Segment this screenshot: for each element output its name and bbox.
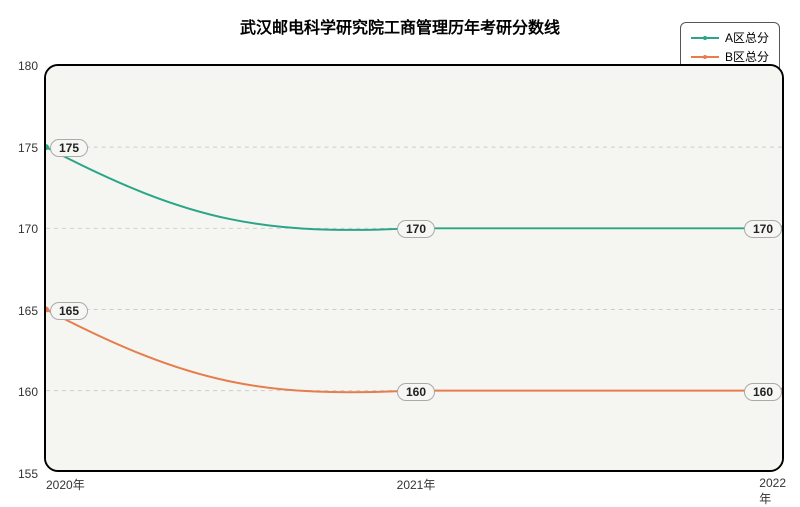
data-point-label: 175 <box>50 139 88 157</box>
legend-label-a: A区总分 <box>725 29 769 46</box>
y-tick-label: 165 <box>18 304 46 318</box>
y-tick-label: 155 <box>18 467 46 481</box>
y-tick-label: 175 <box>18 141 46 155</box>
data-point-label: 165 <box>50 302 88 320</box>
data-point-label: 160 <box>397 383 435 401</box>
legend-item-a: A区总分 <box>691 29 769 46</box>
plot-area: 1551601651701751802020年2021年2022年1751701… <box>44 64 784 472</box>
data-point-label: 170 <box>397 220 435 238</box>
data-point-label: 160 <box>744 383 782 401</box>
y-tick-label: 180 <box>18 59 46 73</box>
legend-swatch-a <box>691 37 719 39</box>
y-tick-label: 170 <box>18 222 46 236</box>
x-tick-label: 2021年 <box>397 470 436 493</box>
legend-item-b: B区总分 <box>691 48 769 65</box>
legend-swatch-b <box>691 56 719 58</box>
legend-label-b: B区总分 <box>725 48 769 65</box>
chart-svg <box>46 66 782 472</box>
chart-container: 武汉邮电科学研究院工商管理历年考研分数线 A区总分 B区总分 155160165… <box>0 0 800 500</box>
x-tick-label: 2020年 <box>46 470 85 493</box>
y-tick-label: 160 <box>18 385 46 399</box>
x-tick-label: 2022年 <box>759 470 786 507</box>
data-point-label: 170 <box>744 220 782 238</box>
